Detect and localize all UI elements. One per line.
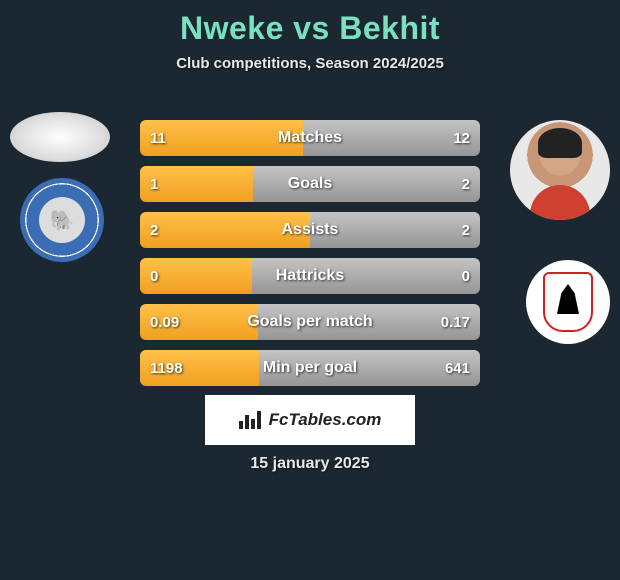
stat-row: 0.09Goals per match0.17 — [140, 304, 480, 340]
comparison-title: Nweke vs Bekhit — [0, 0, 620, 47]
stat-value-right: 0.17 — [441, 304, 470, 340]
stat-row: 1198Min per goal641 — [140, 350, 480, 386]
stat-label: Goals — [140, 166, 480, 202]
stat-label: Hattricks — [140, 258, 480, 294]
stat-label: Matches — [140, 120, 480, 156]
stat-row: 11Matches12 — [140, 120, 480, 156]
fctables-logo: FcTables.com — [205, 395, 415, 445]
subtitle: Club competitions, Season 2024/2025 — [0, 55, 620, 72]
stat-value-right: 2 — [462, 166, 470, 202]
stat-row: 1Goals2 — [140, 166, 480, 202]
stat-label: Goals per match — [140, 304, 480, 340]
player1-avatar — [10, 112, 110, 162]
stat-label: Min per goal — [140, 350, 480, 386]
vs-text: vs — [293, 10, 330, 46]
player1-name: Nweke — [180, 10, 284, 46]
player1-club-badge: 🐘 — [20, 178, 104, 262]
logo-text: FcTables.com — [269, 410, 382, 430]
stat-value-right: 0 — [462, 258, 470, 294]
elephant-icon: 🐘 — [39, 197, 85, 243]
player2-club-badge — [526, 260, 610, 344]
player2-name: Bekhit — [339, 10, 440, 46]
stat-row: 2Assists2 — [140, 212, 480, 248]
archer-icon — [543, 272, 593, 332]
date-text: 15 january 2025 — [0, 455, 620, 473]
stat-value-right: 12 — [453, 120, 470, 156]
stat-value-right: 2 — [462, 212, 470, 248]
stats-bars: 11Matches121Goals22Assists20Hattricks00.… — [140, 120, 480, 396]
stat-value-right: 641 — [445, 350, 470, 386]
bars-icon — [239, 411, 261, 429]
stat-label: Assists — [140, 212, 480, 248]
player2-avatar — [510, 120, 610, 220]
stat-row: 0Hattricks0 — [140, 258, 480, 294]
